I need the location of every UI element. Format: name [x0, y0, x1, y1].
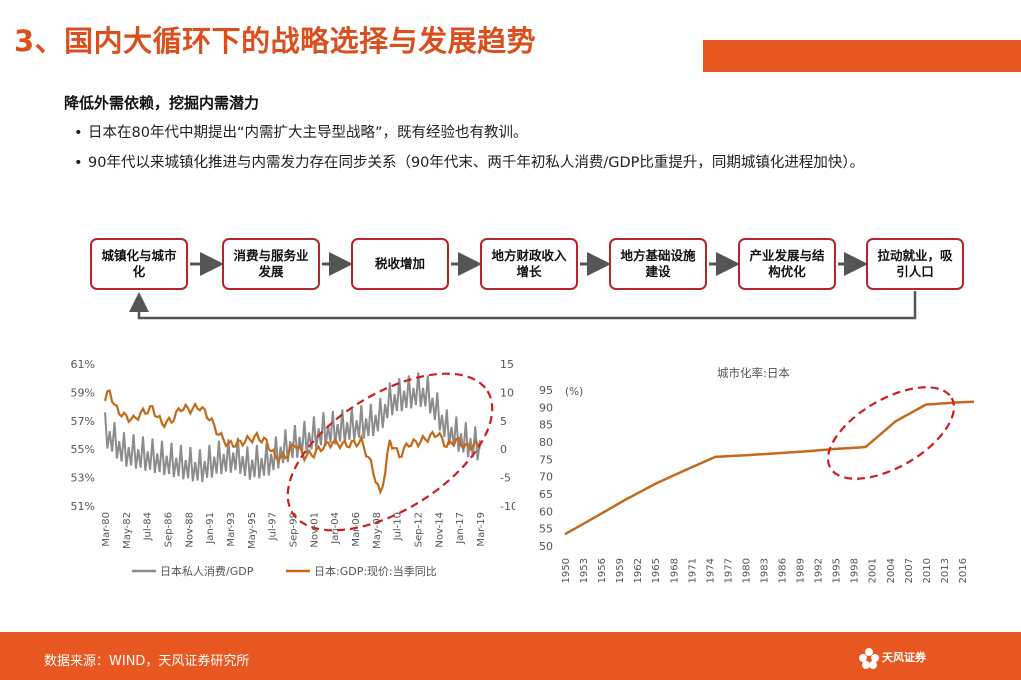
urbanization-chart: 城市化率:日本 (%) 95 90 85 80 75 70 65 60 55 50 1950 1953 19…	[539, 366, 975, 583]
x-tick-label: Mar-06	[351, 512, 362, 547]
x-tick-label: Jul-10	[393, 512, 404, 541]
x-tick-label: Nov-88	[184, 512, 195, 548]
bullet-item: • 日本在80年代中期提出“内需扩大主导型战略”，既有经验也有教训。	[74, 122, 974, 145]
feedback-loop-line	[129, 291, 917, 320]
y-tick-label: 75	[539, 453, 553, 466]
y-tick-label: 90	[539, 401, 553, 414]
x-tick-label: 1953	[579, 558, 590, 583]
x-tick-label: 2016	[958, 558, 969, 583]
company-logo: 天风证券	[858, 644, 948, 672]
flow-step-infrastructure: 地方基础设施建设	[609, 238, 707, 290]
x-tick-label: Sep-12	[414, 512, 425, 547]
x-tick-label: Mar-19	[476, 512, 487, 547]
flow-step-local-revenue: 地方财政收入增长	[480, 238, 578, 290]
x-tick-label: 2001	[868, 558, 879, 583]
y-left-tick-label: 57%	[71, 415, 95, 428]
series-line-nominal-gdp-yoy	[103, 389, 481, 496]
x-tick-label: Jan-17	[455, 512, 466, 545]
x-tick-label: Sep-86	[164, 512, 175, 547]
x-tick-label: 2004	[886, 558, 897, 583]
y-tick-label: 80	[539, 436, 553, 449]
y-left-tick-label: 53%	[71, 472, 95, 485]
bullet-dot: •	[74, 155, 83, 171]
y-left-tick-label: 59%	[71, 386, 95, 399]
flow-step-employment-population: 拉动就业，吸引人口	[866, 238, 964, 290]
flow-step-tax-increase: 税收增加	[351, 238, 449, 290]
x-tick-label: 1995	[832, 558, 843, 583]
y-tick-label: 70	[539, 471, 553, 484]
series-line-urbanization-rate	[564, 400, 975, 536]
legend-label-private-consumption: 日本私人消费/GDP	[160, 564, 254, 578]
flower-logo-icon	[859, 648, 879, 669]
x-tick-label: Jul-97	[268, 512, 279, 541]
x-tick-label: Nov-01	[309, 512, 320, 548]
y-right-tick-label: 0	[500, 443, 507, 456]
bullet-text: 日本在80年代中期提出“内需扩大主导型战略”，既有经验也有教训。	[88, 125, 528, 141]
y-tick-label: 55	[539, 523, 553, 536]
x-tick-label: 1998	[850, 558, 861, 583]
x-tick-label: 1986	[778, 558, 789, 583]
x-tick-label: 1989	[796, 558, 807, 583]
footer-bar	[0, 632, 1021, 680]
flow-step-urbanization: 城镇化与城市化	[90, 238, 188, 290]
x-tick-label: Jan-91	[205, 512, 216, 545]
x-tick-label: Mar-93	[226, 512, 237, 547]
x-tick-label: 2007	[904, 558, 915, 583]
x-tick-label: 1974	[705, 558, 716, 583]
x-tick-label: 1971	[687, 558, 698, 583]
legend-label-gdp-yoy: 日本:GDP:现价:当季同比	[314, 564, 437, 578]
y-left-tick-label: 51%	[71, 500, 95, 513]
y-left-tick-label: 61%	[71, 358, 95, 371]
y-unit-label: (%)	[565, 386, 583, 398]
y-tick-label: 95	[539, 384, 553, 397]
x-tick-label: 1965	[651, 558, 662, 583]
x-tick-label: 1962	[633, 558, 644, 583]
section-subtitle: 降低外需依赖，挖掘内需潜力	[64, 94, 260, 112]
chart-title: 城市化率:日本	[717, 366, 790, 380]
x-tick-label: 1977	[723, 558, 734, 583]
x-tick-label: 1992	[814, 558, 825, 583]
flow-step-consumption-services: 消费与服务业发展	[222, 238, 320, 290]
x-tick-label: 1980	[741, 558, 752, 583]
x-tick-label: 2013	[940, 558, 951, 583]
y-right-tick-label: -5	[500, 472, 511, 485]
x-tick-label: 2010	[922, 558, 933, 583]
data-source-note: 数据来源：WIND，天风证券研究所	[44, 654, 250, 669]
y-tick-label: 85	[539, 419, 553, 432]
bullet-dot: •	[74, 125, 83, 141]
x-tick-label: Mar-80	[101, 512, 112, 547]
highlight-ellipse	[826, 386, 956, 480]
x-tick-label: May-08	[372, 512, 383, 549]
x-tick-label: May-95	[247, 512, 258, 549]
flow-connectors	[129, 252, 917, 320]
x-tick-label: 1956	[597, 558, 608, 583]
x-tick-label: Sep-99	[289, 512, 300, 547]
highlight-ellipse	[286, 372, 494, 532]
y-tick-label: 50	[539, 540, 553, 553]
x-tick-label: 1950	[561, 558, 572, 583]
x-tick-label: 1968	[669, 558, 680, 583]
x-tick-label: 1959	[615, 558, 626, 583]
x-tick-label: Jan-04	[330, 512, 341, 545]
title-accent-bar	[703, 40, 1021, 72]
bullet-text: 90年代以来城镇化推进与内需发力存在同步关系（90年代末、两千年初私人消费/GD…	[88, 155, 865, 171]
y-right-tick-label: 5	[500, 415, 507, 428]
y-right-tick-label: -10	[500, 500, 515, 513]
x-tick-label: May-82	[122, 512, 133, 549]
series-line-private-consumption-gdp	[104, 372, 481, 483]
x-tick-label: Jul-84	[143, 512, 154, 541]
y-right-tick-label: 10	[500, 386, 514, 399]
y-tick-label: 60	[539, 505, 553, 518]
flow-step-industry-upgrade: 产业发展与结构优化	[738, 238, 836, 290]
y-tick-label: 65	[539, 488, 553, 501]
y-left-tick-label: 55%	[71, 443, 95, 456]
consumption-gdp-chart: 61% 59% 57% 55% 53% 51% 15 10 5 0 -5 -10 Mar-80 May-8…	[71, 358, 515, 578]
x-tick-label: 1983	[759, 558, 770, 583]
bullet-item: • 90年代以来城镇化推进与内需发力存在同步关系（90年代末、两千年初私人消费/…	[74, 152, 974, 175]
x-tick-label: Nov-14	[434, 512, 445, 548]
y-right-tick-label: 15	[500, 358, 514, 371]
logo-text: 天风证券	[882, 651, 926, 664]
page-title: 3、国内大循环下的战略选择与发展趋势	[14, 24, 537, 58]
